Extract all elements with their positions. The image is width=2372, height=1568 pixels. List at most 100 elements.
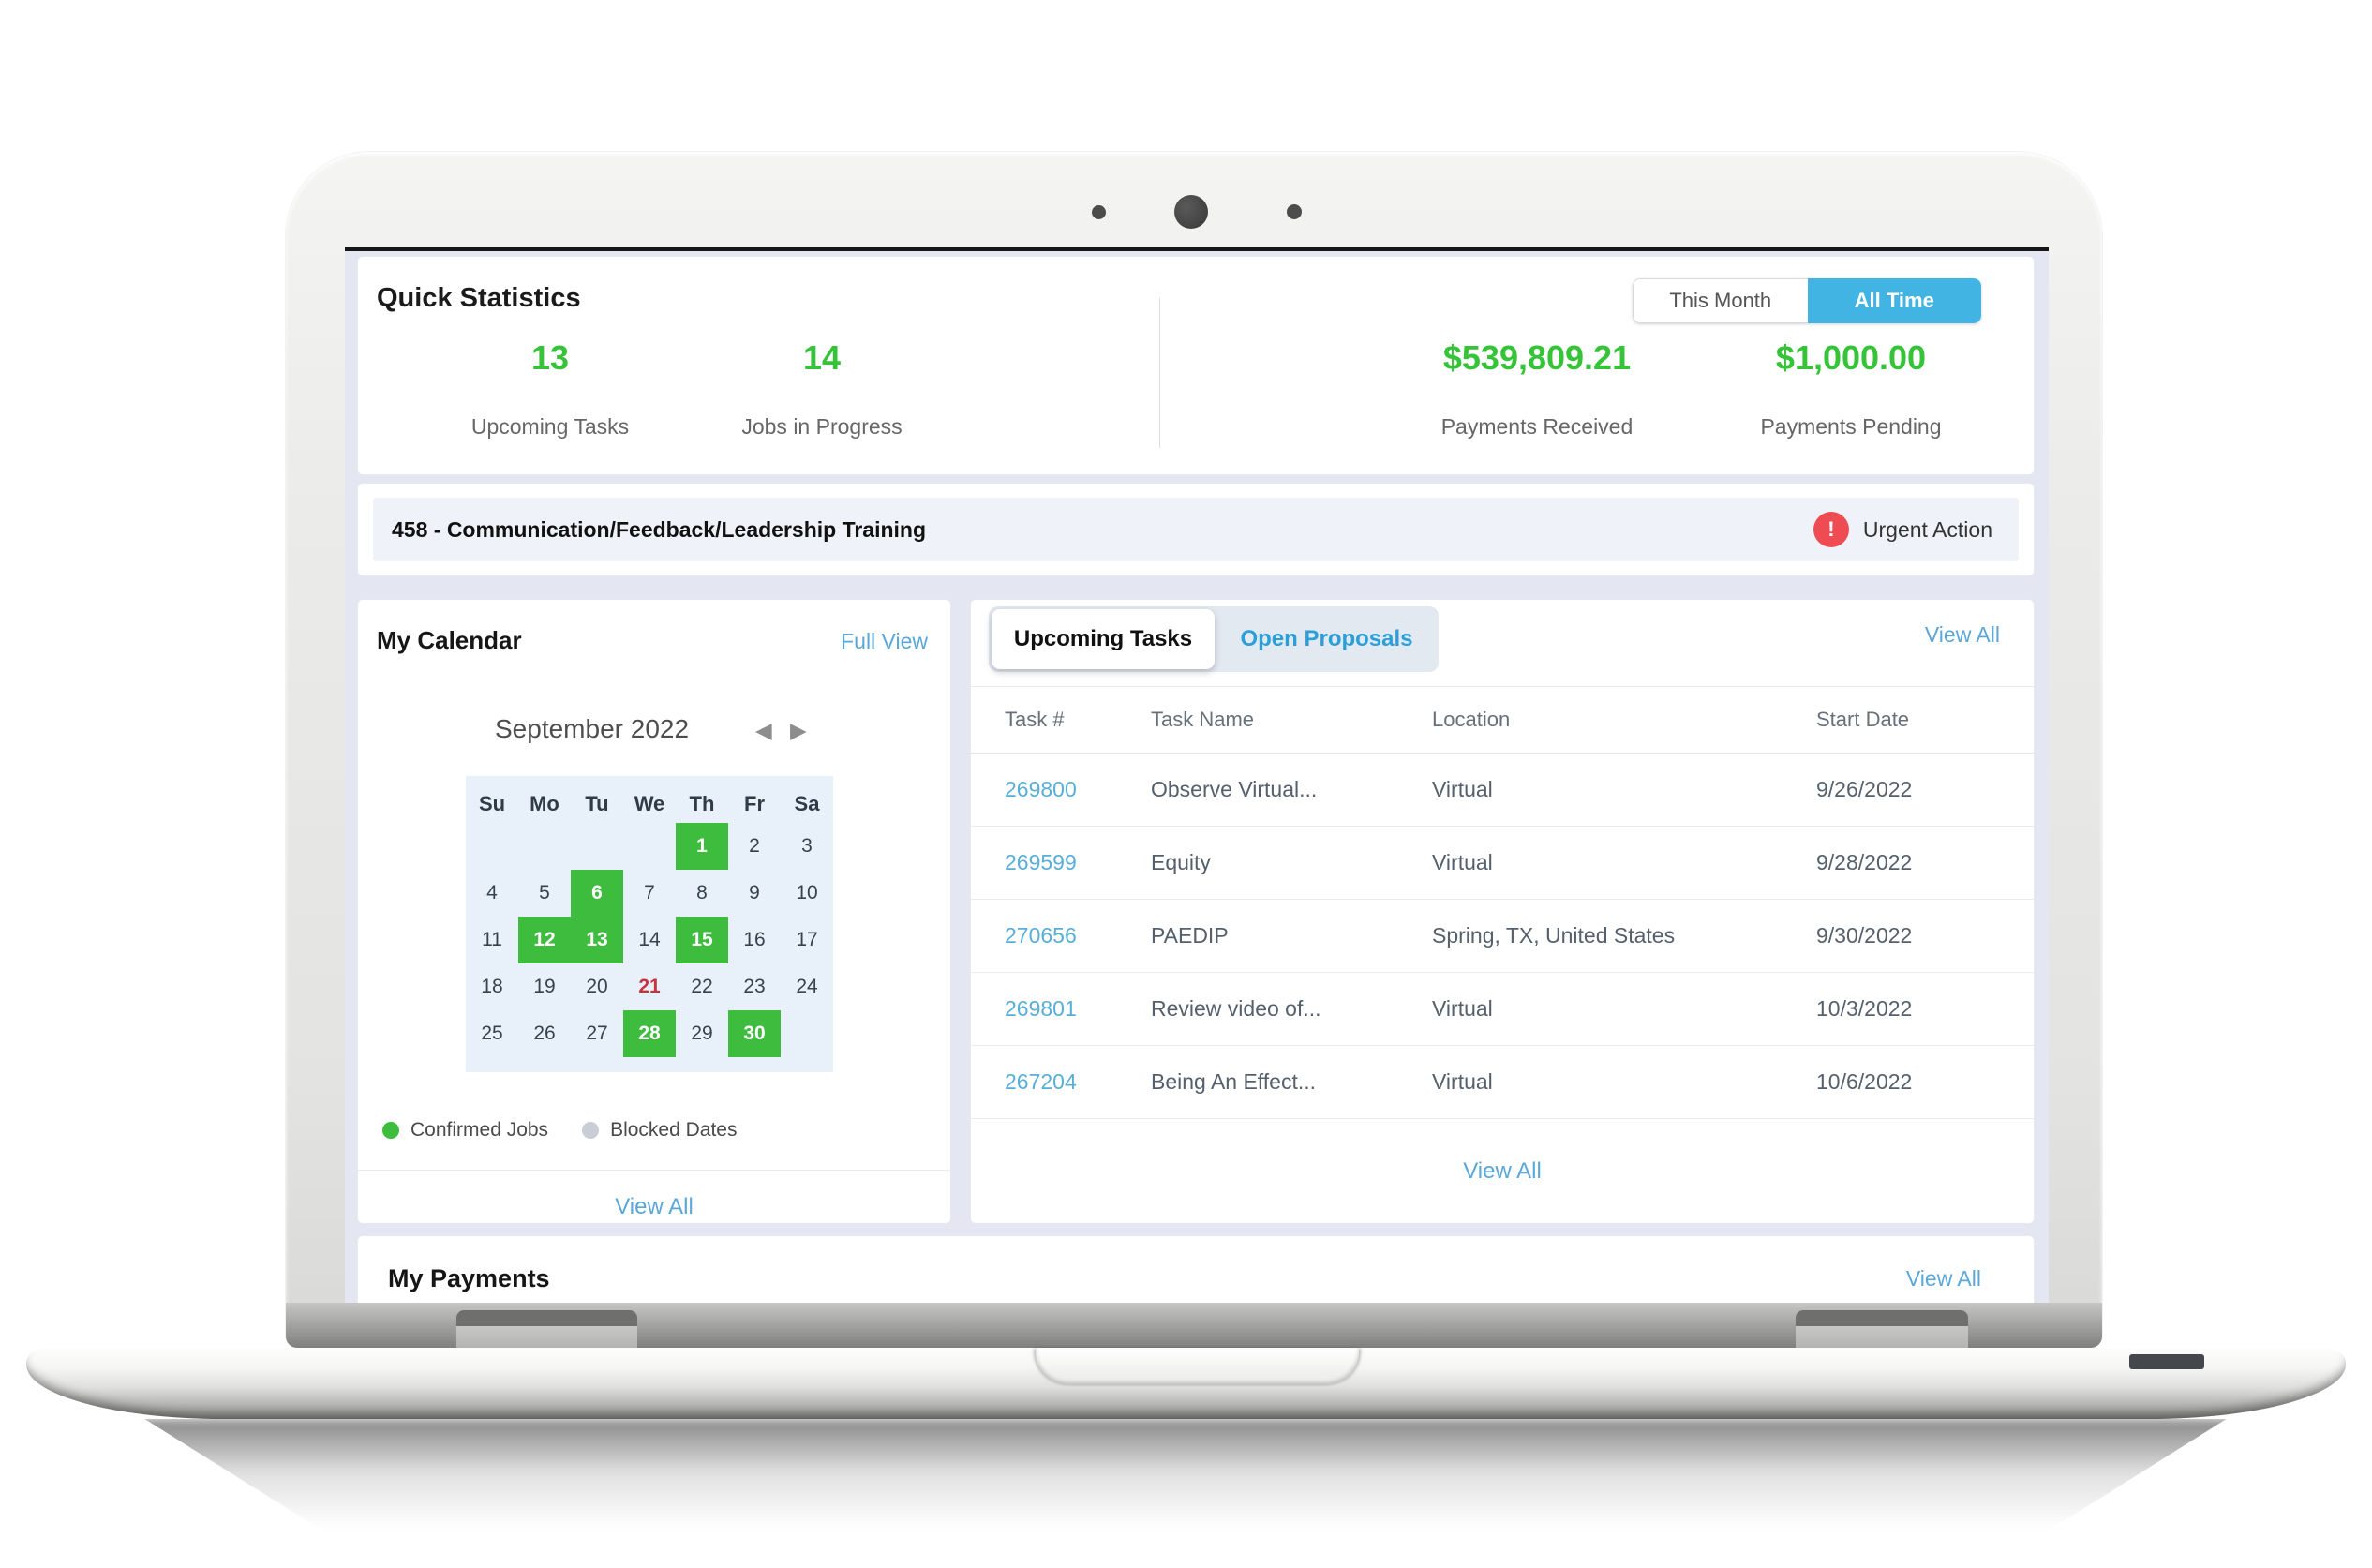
day-cell-27[interactable]: 27: [586, 1023, 608, 1044]
day-cell-6[interactable]: 6: [571, 870, 623, 917]
day-cell-22[interactable]: 22: [691, 976, 713, 997]
prev-month-icon[interactable]: ◀: [755, 718, 772, 742]
day-cell-11[interactable]: 11: [482, 929, 502, 950]
task-number-link[interactable]: 270656: [1005, 923, 1077, 948]
laptop-shadow: [144, 1419, 2227, 1533]
task-name-cell: Equity: [1151, 850, 1211, 874]
calendar-grid: Su Mo Tu We Th Fr Sa 1 2 3 4 5 6 7 8 9 10 11 12 13 14 15 16 17 1…: [466, 776, 833, 1072]
laptop-base: [26, 1348, 2346, 1419]
urgent-alert-row[interactable]: 458 - Communication/Feedback/Leadership …: [373, 498, 2019, 561]
my-calendar-card: My Calendar Full View September 2022 ◀ ▶…: [357, 599, 951, 1224]
task-name-cell: Review video of...: [1151, 996, 1321, 1021]
payments-view-all-link[interactable]: View All: [1905, 1266, 1981, 1291]
legend-label: Confirmed Jobs: [410, 1119, 549, 1141]
day-cell-2[interactable]: 2: [749, 835, 760, 857]
tasks-tab-group: Upcoming Tasks Open Proposals: [989, 606, 1439, 672]
column-start-date: Start Date: [1816, 708, 1910, 731]
hinge-pad-left: [456, 1310, 637, 1348]
day-header-th: Th: [689, 792, 715, 815]
stat-label: Payments Received: [1440, 414, 1634, 439]
payments-title: My Payments: [388, 1264, 550, 1292]
tasks-view-all-link[interactable]: View All: [1924, 622, 2000, 647]
calendar-month-row: September 2022 ◀ ▶: [358, 714, 950, 754]
stat-upcoming-tasks: 13 Upcoming Tasks: [395, 338, 705, 440]
quick-statistics-title: Quick Statistics: [377, 283, 581, 313]
task-location-cell: Virtual: [1432, 1069, 1493, 1094]
task-number-link[interactable]: 267204: [1005, 1069, 1077, 1094]
urgent-alert-card: 458 - Communication/Feedback/Leadership …: [357, 483, 2035, 576]
day-header-we: We: [634, 792, 665, 815]
task-start-date-cell: 9/26/2022: [1816, 777, 1913, 801]
day-cell-10[interactable]: 10: [796, 882, 818, 903]
task-location-cell: Virtual: [1432, 850, 1493, 874]
legend-blocked-dates: Blocked Dates: [582, 1119, 737, 1142]
task-name-cell: Being An Effect...: [1151, 1069, 1317, 1094]
day-header-sa: Sa: [794, 792, 820, 815]
tab-upcoming-tasks[interactable]: Upcoming Tasks: [992, 609, 1215, 669]
bezel-dot-right: [1287, 204, 1302, 219]
day-cell-7[interactable]: 7: [644, 882, 655, 903]
quick-statistics-card: Quick Statistics This Month All Time 13 …: [357, 256, 2035, 475]
column-task-number: Task #: [1005, 708, 1065, 731]
day-header-mo: Mo: [530, 792, 559, 815]
day-cell-3[interactable]: 3: [801, 835, 813, 857]
day-header-tu: Tu: [585, 792, 609, 815]
task-number-link[interactable]: 269599: [1005, 850, 1077, 874]
day-cell-24[interactable]: 24: [796, 976, 818, 997]
upcoming-tasks-card: Upcoming Tasks Open Proposals View All T…: [970, 599, 2035, 1224]
day-cell-20[interactable]: 20: [586, 976, 608, 997]
day-cell-9[interactable]: 9: [749, 882, 760, 903]
day-cell-25[interactable]: 25: [481, 1023, 503, 1044]
tasks-table-header: Task # Task Name Location Start Date: [971, 687, 2034, 754]
day-cell-28[interactable]: 28: [623, 1010, 676, 1057]
all-time-button[interactable]: All Time: [1807, 278, 1981, 323]
stats-divider: [1159, 298, 1160, 448]
day-cell-18[interactable]: 18: [481, 976, 503, 997]
green-dot-icon: [382, 1122, 399, 1139]
task-start-date-cell: 9/28/2022: [1816, 850, 1913, 874]
day-cell-8[interactable]: 8: [696, 882, 708, 903]
day-cell-16[interactable]: 16: [743, 929, 766, 950]
stat-label: Jobs in Progress: [741, 414, 903, 439]
task-start-date-cell: 9/30/2022: [1816, 923, 1913, 948]
day-cell-15[interactable]: 15: [676, 917, 728, 963]
day-cell-14[interactable]: 14: [638, 929, 661, 950]
column-location: Location: [1432, 708, 1511, 731]
tasks-table-view-all-link[interactable]: View All: [1463, 1158, 1542, 1184]
task-number-link[interactable]: 269801: [1005, 996, 1077, 1021]
empty-day-cell: [623, 823, 676, 870]
stat-payments-pending: $1,000.00 Payments Pending: [1696, 339, 2006, 440]
urgent-action-badge: ! Urgent Action: [1813, 512, 2000, 547]
stat-value: 13: [530, 338, 570, 377]
task-number-link[interactable]: 269800: [1005, 777, 1077, 801]
calendar-view-all-link[interactable]: View All: [615, 1194, 694, 1219]
alert-title: 458 - Communication/Feedback/Leadership …: [392, 516, 927, 542]
day-cell-12[interactable]: 12: [518, 917, 571, 963]
stat-label: Payments Pending: [1760, 414, 1942, 439]
day-cell-17[interactable]: 17: [796, 929, 818, 950]
day-cell-21[interactable]: 21: [638, 976, 661, 997]
day-cell-1[interactable]: 1: [676, 823, 728, 870]
day-cell-29[interactable]: 29: [691, 1023, 713, 1044]
next-month-icon[interactable]: ▶: [790, 718, 807, 742]
day-cell-13[interactable]: 13: [571, 917, 623, 963]
day-cell-5[interactable]: 5: [539, 882, 550, 903]
day-cell-26[interactable]: 26: [533, 1023, 556, 1044]
day-cell-19[interactable]: 19: [533, 976, 556, 997]
webcam-icon: [1174, 195, 1208, 229]
task-location-cell: Spring, TX, United States: [1432, 923, 1676, 948]
stat-jobs-in-progress: 14 Jobs in Progress: [667, 338, 977, 440]
bezel-dot-left: [1092, 205, 1106, 219]
legend-confirmed-jobs: Confirmed Jobs: [382, 1119, 548, 1142]
day-cell-30[interactable]: 30: [728, 1010, 781, 1057]
stat-payments-received: $539,809.21 Payments Received: [1382, 339, 1692, 440]
day-cell-23[interactable]: 23: [743, 976, 766, 997]
tab-open-proposals[interactable]: Open Proposals: [1240, 626, 1413, 651]
empty-day-cell: [781, 1010, 833, 1057]
base-port-slot: [2129, 1354, 2204, 1369]
stat-value: 14: [802, 338, 842, 377]
day-cell-4[interactable]: 4: [486, 882, 498, 903]
calendar-full-view-link[interactable]: Full View: [841, 629, 928, 653]
this-month-button[interactable]: This Month: [1633, 278, 1808, 323]
empty-day-cell: [518, 823, 571, 870]
